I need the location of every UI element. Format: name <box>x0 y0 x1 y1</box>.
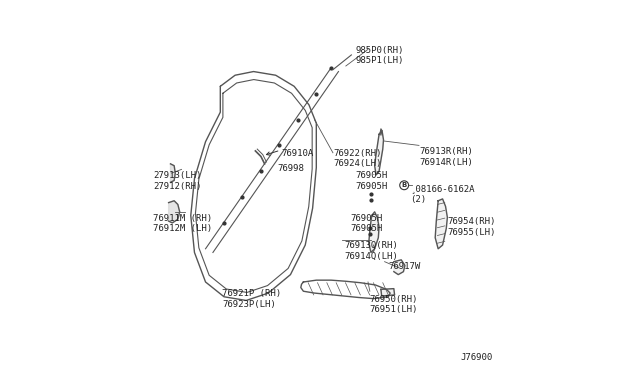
Polygon shape <box>168 201 180 223</box>
Text: 76905H
76905H: 76905H 76905H <box>355 171 387 190</box>
Text: 76913R(RH)
76914R(LH): 76913R(RH) 76914R(LH) <box>420 147 474 167</box>
Polygon shape <box>381 289 395 296</box>
Polygon shape <box>170 164 175 182</box>
Polygon shape <box>369 212 379 253</box>
Text: 27913(LH)
27912(RH): 27913(LH) 27912(RH) <box>153 171 202 190</box>
Text: 76950(RH)
76951(LH): 76950(RH) 76951(LH) <box>370 295 418 314</box>
Polygon shape <box>435 199 447 249</box>
Text: 985P0(RH)
985P1(LH): 985P0(RH) 985P1(LH) <box>355 46 403 65</box>
Polygon shape <box>374 131 383 175</box>
Text: J76900: J76900 <box>460 353 493 362</box>
Polygon shape <box>394 260 405 275</box>
Text: ¸08166-6162A
(2): ¸08166-6162A (2) <box>410 184 475 203</box>
Text: B: B <box>401 182 407 188</box>
Text: 76954(RH)
76955(LH): 76954(RH) 76955(LH) <box>447 217 496 237</box>
Text: 76911M (RH)
76912M (LH): 76911M (RH) 76912M (LH) <box>153 214 212 233</box>
Text: 76905H
76905H: 76905H 76905H <box>351 214 383 233</box>
Text: 76913Q(RH)
76914Q(LH): 76913Q(RH) 76914Q(LH) <box>345 241 399 261</box>
Text: 76922(RH)
76924(LH): 76922(RH) 76924(LH) <box>333 149 381 169</box>
Text: 76917W: 76917W <box>388 262 420 271</box>
Text: 76998: 76998 <box>278 164 305 173</box>
Text: 76921P (RH)
76923P(LH): 76921P (RH) 76923P(LH) <box>222 289 282 309</box>
Text: 76910A: 76910A <box>281 149 314 158</box>
